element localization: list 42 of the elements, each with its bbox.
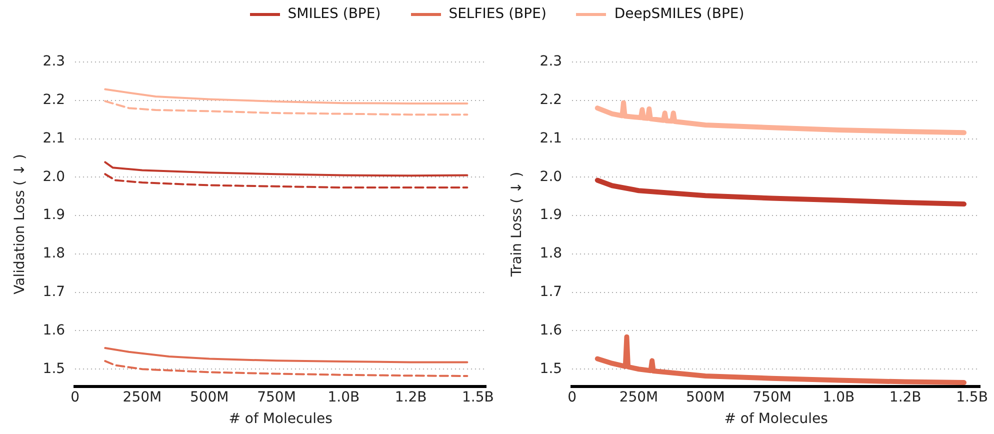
x-tick-label: 1.5B	[956, 389, 988, 406]
x-tick-label: 1.5B	[462, 389, 494, 406]
y-tick-label: 2.2	[42, 92, 66, 108]
x-axis-title: # of Molecules	[724, 411, 828, 428]
y-tick-label: 1.5	[42, 360, 66, 377]
legend-label: DeepSMILES (BPE)	[614, 6, 744, 22]
x-tick-label: 750M	[257, 389, 296, 406]
y-tick-label: 1.6	[540, 322, 562, 338]
y-tick-label: 1.5	[540, 360, 562, 377]
y-tick-label: 2.0	[540, 168, 562, 185]
y-tick-label: 1.8	[42, 246, 66, 262]
y-tick-label: 1.7	[42, 284, 66, 300]
x-tick-label: 500M	[686, 389, 725, 406]
x-tick-label: 1.2B	[394, 389, 427, 406]
y-tick-label: 1.9	[42, 207, 66, 224]
y-tick-label: 2.3	[42, 54, 66, 70]
legend-label: SELFIES (BPE)	[448, 6, 546, 22]
line-series	[104, 100, 468, 116]
y-tick-label: 2.0	[42, 168, 66, 185]
y-tick-label: 2.3	[540, 54, 562, 70]
y-tick-label: 1.8	[540, 246, 562, 262]
x-tick-label: 1.0B	[328, 389, 360, 406]
y-axis-title: Validation Loss ( ↓ )	[12, 154, 28, 294]
x-tick-label: 250M	[122, 389, 162, 406]
x-axis-title: # of Molecules	[228, 411, 332, 428]
y-tick-label: 1.7	[540, 284, 562, 300]
x-tick-label: 250M	[619, 389, 658, 406]
y-tick-label: 1.6	[42, 322, 66, 338]
legend-label: SMILES (BPE)	[288, 6, 381, 22]
y-tick-label: 2.1	[540, 130, 562, 146]
x-tick-label: 750M	[752, 389, 792, 406]
line-series	[104, 173, 468, 189]
y-tick-label: 2.2	[540, 92, 562, 108]
x-tick-label: 1.2B	[889, 389, 922, 406]
x-tick-label: 0	[568, 389, 577, 406]
y-tick-label: 1.9	[540, 207, 562, 224]
x-tick-label: 1.0B	[822, 389, 855, 406]
y-tick-label: 2.1	[42, 130, 66, 146]
y-axis-title: Train Loss ( ↓ )	[509, 172, 526, 278]
x-tick-label: 0	[70, 389, 80, 406]
line-series	[104, 360, 468, 378]
x-tick-label: 500M	[190, 389, 229, 406]
